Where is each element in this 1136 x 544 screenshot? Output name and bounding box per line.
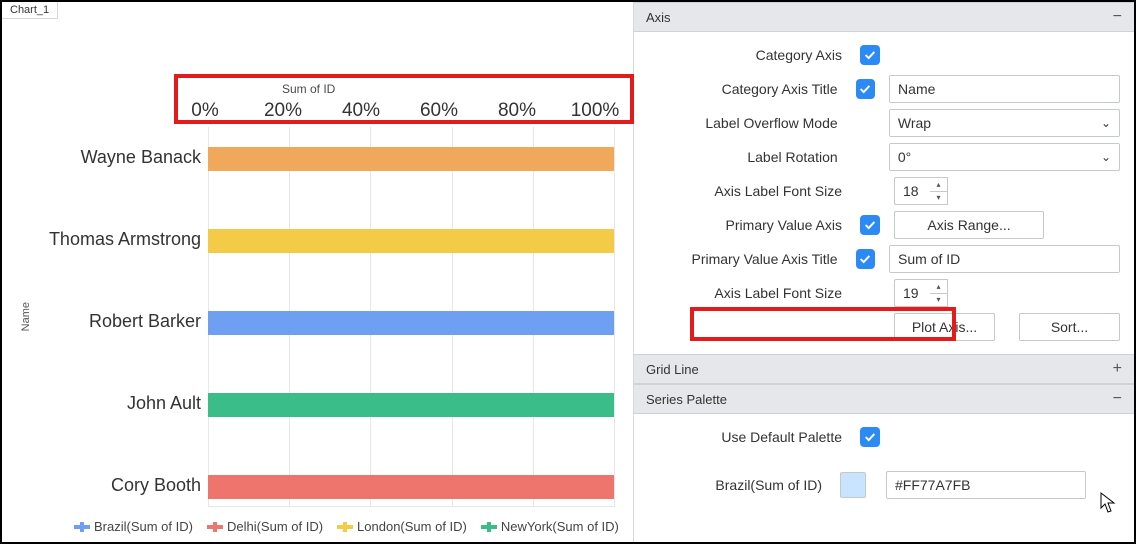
bar bbox=[208, 147, 614, 171]
chart-tab[interactable]: Chart_1 bbox=[2, 2, 58, 19]
legend-item: London(Sum of ID) bbox=[337, 519, 467, 534]
category-axis-title-label: Category Axis Title bbox=[648, 81, 856, 97]
x-axis-labels: 0% 20% 40% 60% 80% 100% bbox=[180, 100, 620, 122]
chart-area: Sum of ID 0%20%40%60%80%100% Name Brazil… bbox=[2, 22, 633, 542]
spinner[interactable]: ▴▾ bbox=[930, 177, 948, 205]
primary-value-axis-title-input[interactable] bbox=[889, 245, 1120, 273]
grid-line bbox=[614, 127, 615, 507]
bar-row bbox=[208, 229, 614, 253]
primary-value-axis-title-checkbox[interactable] bbox=[856, 249, 876, 269]
category-axis-title-checkbox[interactable] bbox=[856, 79, 876, 99]
label-overflow-label: Label Overflow Mode bbox=[648, 115, 856, 131]
bar-row bbox=[208, 147, 614, 171]
legend-swatch bbox=[481, 525, 497, 529]
use-default-palette-checkbox[interactable] bbox=[860, 427, 880, 447]
plot-axis-button[interactable]: Plot Axis... bbox=[894, 313, 995, 341]
axis-label-font-size-2-input[interactable] bbox=[894, 279, 930, 307]
category-label: Thomas Armstrong bbox=[21, 229, 201, 250]
spinner-down-icon[interactable]: ▾ bbox=[930, 294, 947, 307]
x-tick-label: 20% bbox=[258, 100, 308, 122]
grid-line-section-header[interactable]: Grid Line + bbox=[634, 354, 1134, 384]
legend-swatch bbox=[207, 525, 223, 529]
sort-button[interactable]: Sort... bbox=[1019, 313, 1120, 341]
category-label: Wayne Banack bbox=[21, 147, 201, 168]
palette-color-input[interactable] bbox=[886, 471, 1086, 499]
palette-color-swatch[interactable] bbox=[840, 472, 866, 498]
bar bbox=[208, 393, 614, 417]
axis-label-font-size-1-input[interactable] bbox=[894, 177, 930, 205]
axis-range-button[interactable]: Axis Range... bbox=[894, 211, 1044, 239]
primary-value-axis-title-label: Primary Value Axis Title bbox=[648, 251, 856, 267]
chevron-down-icon: ⌄ bbox=[1101, 116, 1111, 130]
collapse-icon[interactable]: − bbox=[1113, 390, 1122, 408]
plot-area bbox=[208, 127, 614, 507]
category-axis-title-input[interactable] bbox=[889, 75, 1120, 103]
properties-pane: Axis − Category Axis Category Axis Title… bbox=[634, 2, 1134, 542]
legend-swatch bbox=[337, 525, 353, 529]
bar bbox=[208, 229, 614, 253]
category-axis-checkbox[interactable] bbox=[860, 45, 880, 65]
spinner-up-icon[interactable]: ▴ bbox=[930, 280, 947, 294]
axis-section-title: Axis bbox=[646, 10, 671, 25]
label-overflow-value: Wrap bbox=[898, 115, 931, 131]
label-rotation-value: 0° bbox=[898, 149, 911, 165]
expand-icon[interactable]: + bbox=[1113, 360, 1122, 378]
x-tick-label: 60% bbox=[414, 100, 464, 122]
legend-label: Delhi(Sum of ID) bbox=[227, 519, 323, 534]
bar-row bbox=[208, 475, 614, 499]
series-palette-section-title: Series Palette bbox=[646, 392, 727, 407]
axis-label-font-size-1-label: Axis Label Font Size bbox=[648, 183, 860, 199]
spinner[interactable]: ▴▾ bbox=[930, 279, 948, 307]
x-tick-label: 100% bbox=[570, 100, 620, 122]
chart-title: Sum of ID bbox=[282, 82, 335, 96]
category-label: Cory Booth bbox=[21, 475, 201, 496]
label-rotation-select[interactable]: 0° ⌄ bbox=[889, 143, 1120, 171]
primary-value-axis-label: Primary Value Axis bbox=[648, 217, 860, 233]
bar bbox=[208, 311, 614, 335]
series-palette-section-header[interactable]: Series Palette − bbox=[634, 384, 1134, 414]
category-axis-label: Category Axis bbox=[648, 47, 860, 63]
x-tick-label: 80% bbox=[492, 100, 542, 122]
label-rotation-label: Label Rotation bbox=[648, 149, 856, 165]
chart-pane: Chart_1 Sum of ID 0%20%40%60%80%100% Nam… bbox=[2, 2, 634, 542]
collapse-icon[interactable]: − bbox=[1113, 8, 1122, 26]
grid-line-section-title: Grid Line bbox=[646, 362, 699, 377]
legend-item: NewYork(Sum of ID) bbox=[481, 519, 619, 534]
use-default-palette-label: Use Default Palette bbox=[648, 429, 860, 445]
palette-item-label: Brazil(Sum of ID) bbox=[648, 477, 840, 493]
category-label: John Ault bbox=[21, 393, 201, 414]
bar-row bbox=[208, 311, 614, 335]
bar-row bbox=[208, 393, 614, 417]
legend-label: NewYork(Sum of ID) bbox=[501, 519, 619, 534]
bar bbox=[208, 475, 614, 499]
primary-value-axis-checkbox[interactable] bbox=[860, 215, 880, 235]
spinner-down-icon[interactable]: ▾ bbox=[930, 192, 947, 205]
chevron-down-icon: ⌄ bbox=[1101, 150, 1111, 164]
x-tick-label: 40% bbox=[336, 100, 386, 122]
x-tick-label: 0% bbox=[180, 100, 230, 122]
label-overflow-select[interactable]: Wrap ⌄ bbox=[889, 109, 1120, 137]
legend-swatch bbox=[74, 525, 90, 529]
chart-legend: Brazil(Sum of ID) Delhi(Sum of ID) London(… bbox=[74, 519, 619, 534]
spinner-up-icon[interactable]: ▴ bbox=[930, 178, 947, 192]
category-label: Robert Barker bbox=[21, 311, 201, 332]
axis-label-font-size-2-label: Axis Label Font Size bbox=[648, 285, 860, 301]
legend-label: London(Sum of ID) bbox=[357, 519, 467, 534]
legend-label: Brazil(Sum of ID) bbox=[94, 519, 193, 534]
legend-item: Brazil(Sum of ID) bbox=[74, 519, 193, 534]
legend-item: Delhi(Sum of ID) bbox=[207, 519, 323, 534]
axis-section-header[interactable]: Axis − bbox=[634, 2, 1134, 32]
